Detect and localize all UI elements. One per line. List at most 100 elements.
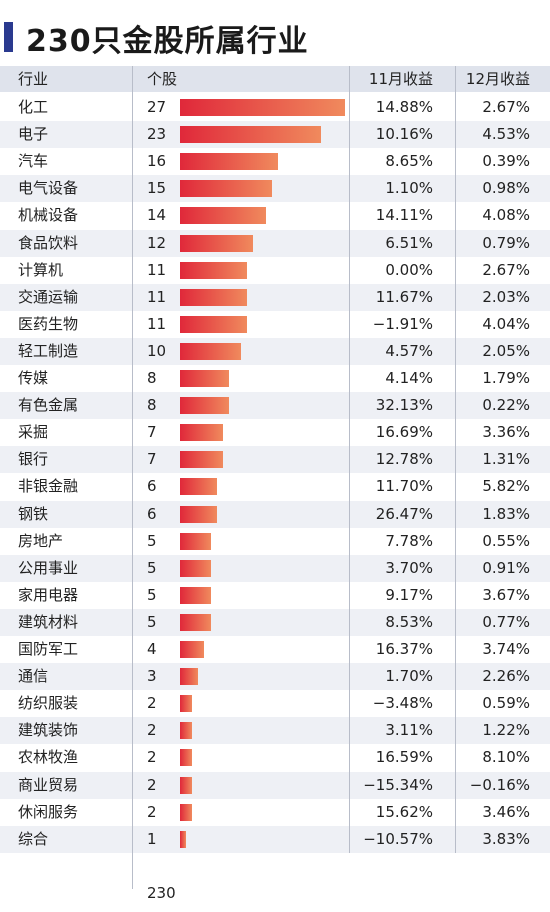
nov-return: 7.78% — [385, 531, 433, 550]
industry-name: 商业贸易 — [18, 775, 79, 794]
count-bar — [180, 613, 211, 631]
industry-name: 计算机 — [18, 260, 64, 279]
nov-return: −15.34% — [363, 775, 433, 794]
industry-name: 机械设备 — [18, 206, 79, 225]
count-bar — [180, 668, 199, 686]
table-row: 家用电器 5 9.17% 3.67% — [0, 582, 550, 609]
dec-return: 2.67% — [482, 98, 530, 116]
stock-count: 12 — [147, 233, 167, 252]
dec-return: 0.59% — [482, 694, 530, 713]
table-row: 国防军工 4 16.37% 3.74% — [0, 636, 550, 663]
stock-count: 23 — [147, 125, 167, 144]
dec-return: 2.26% — [482, 667, 530, 686]
dec-return: −0.16% — [469, 775, 530, 794]
table-row: 通信 3 1.70% 2.26% — [0, 663, 550, 691]
industry-name: 纺织服装 — [18, 694, 79, 713]
nov-return: 8.65% — [385, 152, 433, 171]
dec-return: 1.83% — [482, 504, 530, 523]
count-bar — [180, 234, 254, 252]
nov-return: −10.57% — [363, 829, 433, 848]
nov-return: −3.48% — [372, 694, 433, 713]
stock-count: 5 — [147, 558, 157, 577]
stock-count: 27 — [147, 98, 167, 116]
nov-return: 6.51% — [385, 233, 433, 252]
dec-return: 0.39% — [482, 152, 530, 171]
stock-count: 2 — [147, 694, 157, 713]
stock-count: 15 — [147, 179, 167, 198]
dec-return: 3.83% — [482, 829, 530, 848]
count-bar — [180, 722, 193, 740]
count-bar — [180, 695, 193, 713]
dec-return: 1.31% — [482, 450, 530, 469]
count-bar — [180, 342, 242, 360]
nov-return: 0.00% — [385, 260, 433, 279]
industry-name: 轻工制造 — [18, 341, 79, 360]
count-bar — [180, 370, 229, 387]
industry-name: 化工 — [18, 98, 49, 116]
count-bar — [180, 803, 193, 821]
count-bar — [180, 207, 266, 225]
table-row: 有色金属 8 32.13% 0.22% — [0, 392, 550, 420]
count-bar — [180, 559, 211, 577]
nov-return: 14.11% — [375, 206, 433, 225]
count-bar — [180, 586, 211, 604]
count-bar — [180, 99, 345, 116]
dec-return: 2.67% — [482, 260, 530, 279]
table-row: 电气设备 15 1.10% 0.98% — [0, 175, 550, 203]
stock-count: 11 — [147, 314, 167, 333]
stock-count: 5 — [147, 612, 157, 631]
table-row: 银行 7 12.78% 1.31% — [0, 446, 550, 474]
count-bar — [180, 261, 248, 279]
industry-name: 家用电器 — [18, 585, 79, 604]
header-nov: 11月收益 — [368, 70, 433, 88]
table-row: 房地产 5 7.78% 0.55% — [0, 528, 550, 555]
column-divider — [455, 66, 456, 853]
stock-count: 10 — [147, 341, 167, 360]
nov-return: 11.67% — [375, 287, 433, 306]
dec-return: 2.05% — [482, 341, 530, 360]
nov-return: −1.91% — [372, 314, 433, 333]
stock-count: 6 — [147, 504, 157, 523]
column-divider — [349, 66, 350, 853]
nov-return: 15.62% — [375, 802, 433, 821]
table-row: 建筑材料 5 8.53% 0.77% — [0, 608, 550, 636]
nov-return: 16.59% — [375, 748, 433, 767]
dec-return: 3.67% — [482, 585, 530, 604]
header-count: 个股 — [147, 70, 178, 88]
dec-return: 1.79% — [482, 369, 530, 387]
dec-return: 3.74% — [482, 640, 530, 658]
table-row: 农林牧渔 2 16.59% 8.10% — [0, 744, 550, 771]
header-dec: 12月收益 — [465, 70, 530, 88]
table-row: 轻工制造 10 4.57% 2.05% — [0, 337, 550, 365]
nov-return: 8.53% — [385, 612, 433, 631]
nov-return: 11.70% — [375, 477, 433, 496]
stock-count: 3 — [147, 667, 157, 686]
count-bar — [180, 505, 217, 523]
stock-count: 2 — [147, 775, 157, 794]
industry-name: 钢铁 — [18, 504, 49, 523]
count-bar — [180, 288, 248, 306]
table-row: 汽车 16 8.65% 0.39% — [0, 148, 550, 175]
industry-name: 综合 — [18, 829, 49, 848]
industry-name: 医药生物 — [18, 314, 79, 333]
count-bar — [180, 315, 248, 333]
dec-return: 4.08% — [482, 206, 530, 225]
industry-name: 国防军工 — [18, 640, 79, 658]
table-row: 食品饮料 12 6.51% 0.79% — [0, 229, 550, 257]
table-row: 钢铁 6 26.47% 1.83% — [0, 500, 550, 528]
industry-name: 交通运输 — [18, 287, 79, 306]
dec-return: 0.91% — [482, 558, 530, 577]
industry-name: 银行 — [18, 450, 49, 469]
count-bar — [180, 641, 205, 658]
industry-name: 采掘 — [18, 423, 49, 442]
count-bar — [180, 749, 193, 767]
table-row: 电子 23 10.16% 4.53% — [0, 121, 550, 149]
stock-count: 7 — [147, 423, 157, 442]
table-row: 传媒 8 4.14% 1.79% — [0, 365, 550, 392]
industry-name: 建筑装饰 — [18, 721, 79, 740]
dec-return: 4.53% — [482, 125, 530, 144]
stock-count: 5 — [147, 531, 157, 550]
industry-name: 农林牧渔 — [18, 748, 79, 767]
count-bar — [180, 451, 223, 469]
stock-count: 11 — [147, 287, 167, 306]
